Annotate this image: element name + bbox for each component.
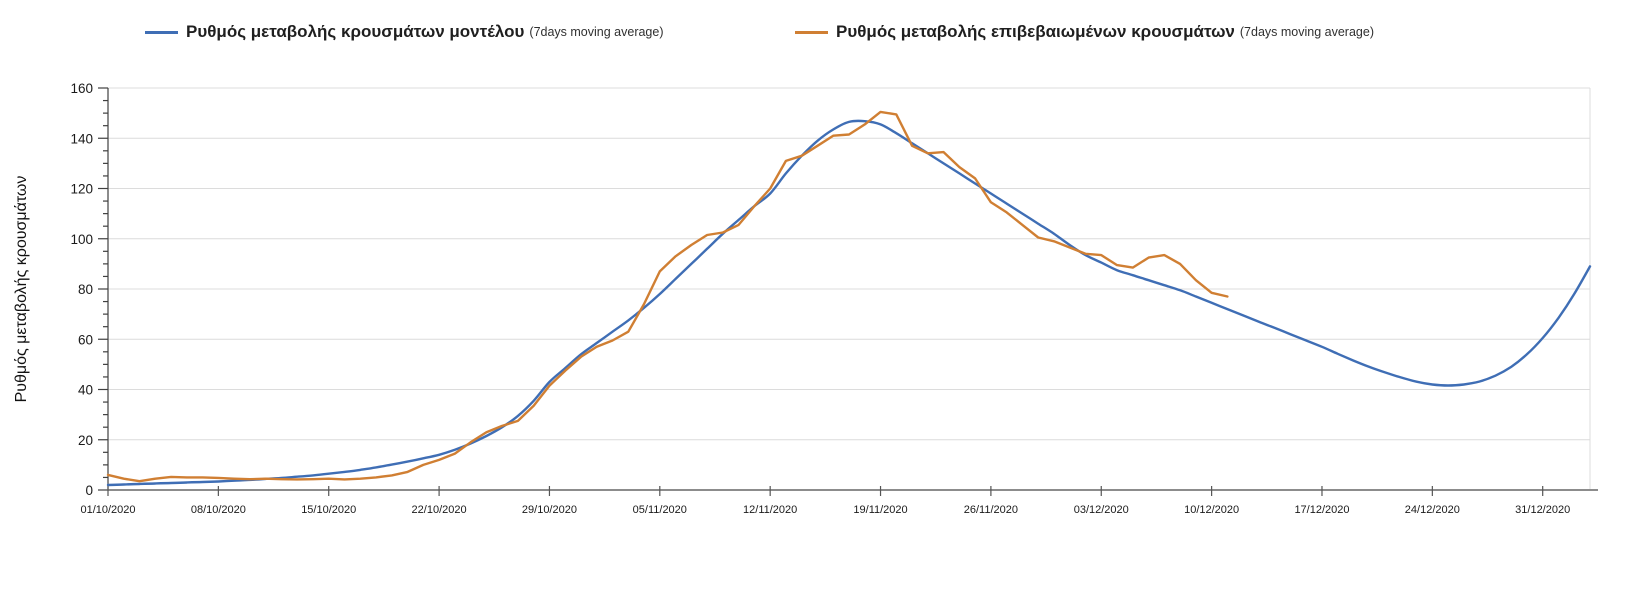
y-tick-label: 0 <box>85 483 93 498</box>
x-tick-label: 12/11/2020 <box>743 504 797 516</box>
x-tick-label: 22/10/2020 <box>412 504 467 516</box>
x-tick-label: 31/12/2020 <box>1515 504 1570 516</box>
y-tick-label: 120 <box>70 182 93 197</box>
series-line-confirmed <box>106 110 1229 483</box>
y-axis-title: Ρυθμός μεταβολής κρουσμάτων <box>13 175 30 403</box>
y-tick-label: 20 <box>78 433 93 448</box>
x-tick-label: 03/12/2020 <box>1074 504 1129 516</box>
legend-label-confirmed: Ρυθμός μεταβολής επιβεβαιωμένων κρουσμάτ… <box>836 22 1235 41</box>
y-tick-label: 60 <box>78 332 93 347</box>
legend-line-swatch-confirmed <box>795 30 828 34</box>
x-tick-label: 05/11/2020 <box>633 504 687 516</box>
x-tick-label: 24/12/2020 <box>1405 504 1460 516</box>
x-tick-label: 01/10/2020 <box>80 504 135 516</box>
legend-suffix-confirmed: (7days moving average) <box>1239 25 1374 39</box>
x-tick-label: 29/10/2020 <box>522 504 577 516</box>
x-tick-label: 17/12/2020 <box>1294 504 1349 516</box>
legend-suffix-model: (7days moving average) <box>529 25 664 39</box>
x-tick-label: 08/10/2020 <box>191 504 246 516</box>
x-tick-label: 15/10/2020 <box>301 504 356 516</box>
series-line-model <box>106 119 1592 487</box>
y-tick-label: 80 <box>78 282 93 297</box>
x-tick-label: 10/12/2020 <box>1184 504 1239 516</box>
x-tick-label: 19/11/2020 <box>853 504 907 516</box>
legend-label-model: Ρυθμός μεταβολής κρουσμάτων μοντέλου <box>186 22 525 41</box>
y-tick-label: 140 <box>70 131 93 146</box>
legend-item-model: Ρυθμός μεταβολής κρουσμάτων μοντέλου (7d… <box>145 22 664 42</box>
x-tick-label: 26/11/2020 <box>964 504 1018 516</box>
y-tick-label: 160 <box>70 81 93 96</box>
legend-item-confirmed: Ρυθμός μεταβολής επιβεβαιωμένων κρουσμάτ… <box>795 22 1374 42</box>
y-tick-label: 40 <box>78 383 93 398</box>
legend-line-swatch-model <box>145 30 178 34</box>
y-tick-label: 100 <box>70 232 93 247</box>
